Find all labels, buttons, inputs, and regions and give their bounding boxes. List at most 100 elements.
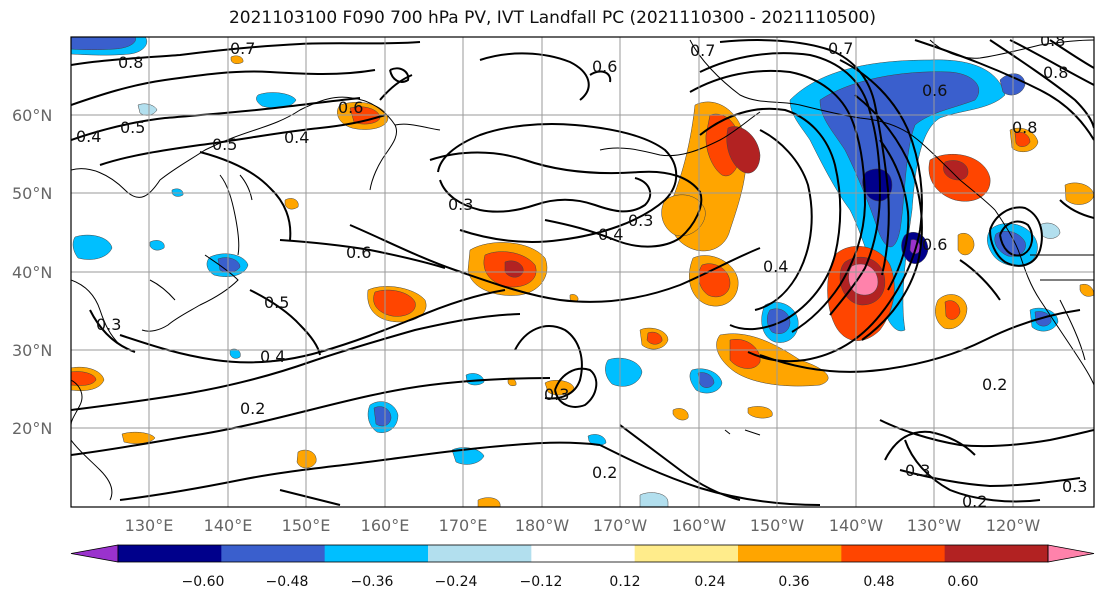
contour-line	[249, 289, 321, 356]
contour-label: 0.8	[1040, 31, 1065, 50]
contour-label: 0.5	[212, 135, 237, 154]
colorbar-tick-label: −0.36	[351, 574, 394, 590]
contour-line	[759, 309, 1081, 373]
contour-label: 0.3	[544, 385, 569, 404]
contour-line	[719, 39, 890, 276]
contour-label: 0.3	[1062, 477, 1087, 496]
contour-line	[514, 325, 583, 400]
contour-label: 0.6	[338, 98, 363, 117]
contour-line	[279, 489, 341, 506]
contour-line	[554, 367, 598, 408]
colorbar: −0.60 −0.48 −0.36 −0.24 −0.12 0.12 0.24 …	[70, 544, 1095, 590]
contour-line	[71, 97, 361, 141]
contour-label: 0.2	[592, 463, 617, 482]
lat-label: 60°N	[12, 106, 52, 125]
lon-label: 180°W	[515, 516, 570, 535]
contour-line	[904, 439, 1041, 503]
lon-label: 170°W	[593, 516, 648, 535]
colorbar-tick-label: 0.12	[609, 574, 640, 590]
contour-label: 0.4	[76, 127, 101, 146]
colorbar-segment	[221, 545, 326, 562]
lon-label: 140°E	[204, 516, 253, 535]
lat-label: 20°N	[12, 419, 52, 438]
contour-label: 0.3	[96, 315, 121, 334]
colorbar-frame	[117, 544, 1049, 563]
contour-line	[989, 206, 1043, 267]
coastline-alaska	[689, 39, 996, 211]
contour-line	[1009, 39, 1094, 86]
contour-line	[71, 313, 521, 411]
colorbar-tick-label: −0.12	[520, 574, 563, 590]
colorbar-tick-label: −0.48	[266, 574, 309, 590]
contour-line	[699, 107, 842, 331]
lon-label: 160°W	[672, 516, 727, 535]
colorbar-tick-label: 0.24	[694, 574, 725, 590]
contour-label: 0.6	[922, 235, 947, 254]
contour-line	[119, 441, 601, 501]
lon-label: 130°E	[125, 516, 174, 535]
contour-label: 0.5	[120, 118, 145, 137]
map-frame	[70, 36, 1095, 508]
colorbar-segment	[841, 545, 946, 562]
coastline-asia	[71, 96, 398, 198]
lon-label: 170°E	[439, 516, 488, 535]
colorbar-segment	[738, 545, 842, 562]
colorbar-segment	[118, 545, 222, 562]
map-panel: 0.8 0.7 0.7 0.8 0.7 0.6 0.6 0.6 0.5 0.5 …	[70, 31, 1095, 511]
lon-label: 150°E	[282, 516, 331, 535]
colorbar-tick-label: 0.48	[863, 574, 894, 590]
pv-contours	[71, 39, 1094, 506]
contour-labels: 0.8 0.7 0.7 0.8 0.7 0.6 0.6 0.6 0.5 0.5 …	[76, 31, 1087, 511]
colorbar-tick-label: −0.60	[182, 574, 225, 590]
colorbar-extend-low	[70, 544, 119, 563]
lon-label: 140°W	[829, 516, 884, 535]
contour-label: 0.3	[628, 211, 653, 230]
contour-line	[199, 151, 292, 241]
colorbar-segment	[428, 545, 532, 562]
colorbar-segment	[634, 545, 739, 562]
colorbar-tick-label: −0.24	[435, 574, 478, 590]
lat-label: 30°N	[12, 341, 52, 360]
contour-label: 0.6	[922, 81, 947, 100]
contour-label: 0.5	[264, 293, 289, 312]
longitude-labels: 130°E 140°E 150°E 160°E 170°E 180°W 170°…	[125, 516, 1041, 535]
contour-line	[71, 69, 376, 106]
contour-label: 0.6	[346, 243, 371, 262]
contour-label: 0.8	[118, 53, 143, 72]
contour-line	[879, 139, 910, 291]
contour-label: 0.7	[690, 41, 715, 60]
contour-label: 0.4	[260, 347, 285, 366]
colorbar-segments	[70, 544, 1095, 563]
contour-label: 0.8	[1043, 63, 1068, 82]
contour-line	[599, 444, 821, 506]
lat-label: 50°N	[12, 184, 52, 203]
contour-line	[999, 220, 1034, 257]
contour-label: 0.7	[828, 39, 853, 58]
contour-line	[589, 70, 612, 83]
coastline-aleutians	[599, 111, 761, 157]
map-title: 2021103100 F090 700 hPa PV, IVT Landfall…	[228, 8, 876, 28]
contour-label: 0.3	[905, 461, 930, 480]
contour-line	[1049, 39, 1094, 69]
colorbar-ticks: −0.60 −0.48 −0.36 −0.24 −0.12 0.12 0.24 …	[182, 574, 979, 590]
contour-line	[914, 39, 1094, 141]
graticule	[71, 37, 1094, 507]
contour-line	[959, 259, 1001, 301]
contour-line	[479, 52, 590, 101]
contour-line	[349, 224, 761, 303]
contour-label: 0.7	[230, 39, 255, 58]
contour-label: 0.2	[962, 492, 987, 511]
contour-line	[689, 69, 867, 333]
contour-line	[71, 41, 421, 66]
colorbar-extend-high	[1047, 544, 1095, 563]
contour-line	[899, 469, 1081, 488]
lon-label: 120°W	[986, 516, 1041, 535]
contour-line	[884, 430, 976, 461]
lon-label: 160°E	[361, 516, 410, 535]
contour-label: 0.3	[448, 195, 473, 214]
contour-line	[854, 94, 923, 341]
contour-line	[429, 151, 703, 248]
contour-line	[747, 59, 923, 363]
colorbar-tick-label: 0.36	[778, 574, 809, 590]
